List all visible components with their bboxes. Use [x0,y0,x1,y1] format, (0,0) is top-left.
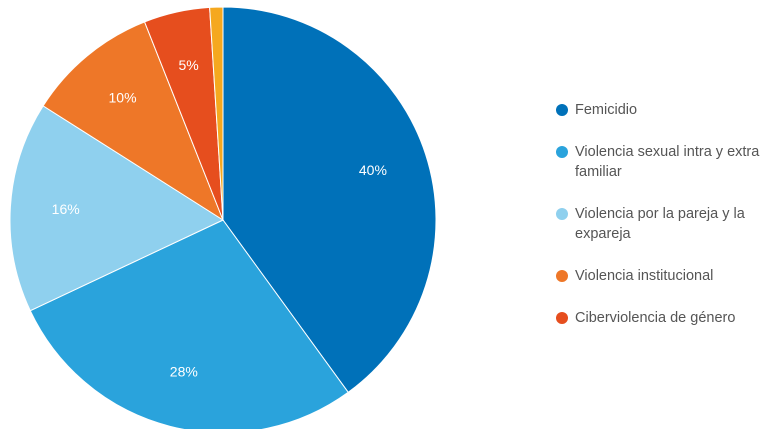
data-label: 5% [178,57,198,73]
legend-swatch [556,104,568,116]
legend-label: Violencia institucional [575,268,714,284]
legend-item: Violencia sexual intra y extra familiar [555,142,770,182]
data-label: 10% [109,89,137,105]
pie-slice [209,6,224,221]
data-label: 28% [170,363,198,379]
legend-label: Violencia por la pareja y la expareja [575,206,745,242]
legend-swatch [556,146,568,158]
legend-swatch [556,270,568,282]
legend: Femicidio Violencia sexual intra y extra … [555,100,770,350]
pie-slice [29,219,349,429]
legend-item: Femicidio [555,100,770,120]
legend-item: Violencia por la pareja y la expareja [555,204,770,244]
legend-swatch [556,208,568,220]
pie-slice [222,6,437,394]
pie-chart: 40% 28% 16% 10% 5% [9,6,437,429]
legend-swatch [556,312,568,324]
pie-slice [42,21,225,222]
legend-item: Violencia institucional [555,266,770,286]
legend-label: Femicidio [575,102,638,118]
pie-slice [9,105,225,312]
legend-label: Violencia sexual intra y extra familiar [575,144,760,180]
legend-label: Ciberviolencia de género [575,310,736,326]
data-label: 40% [359,162,387,178]
legend-item: Ciberviolencia de género [555,308,770,328]
data-label: 16% [52,201,80,217]
